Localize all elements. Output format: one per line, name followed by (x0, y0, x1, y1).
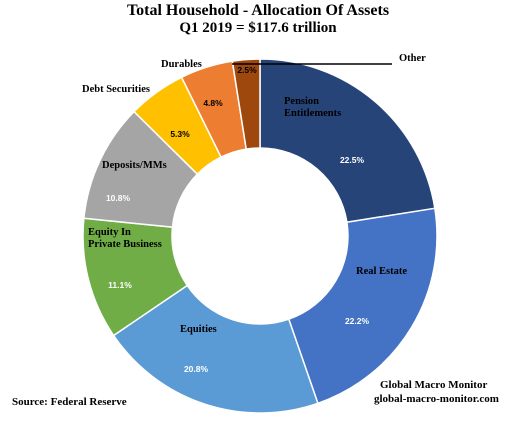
source-note: Source: Federal Reserve (12, 396, 127, 408)
chart-title: Total Household - Allocation Of Assets (126, 2, 390, 19)
value-label-deposits-mms: 10.8% (106, 193, 131, 203)
value-label-other: 2.5% (237, 65, 257, 75)
value-label-durables: 4.8% (203, 98, 223, 108)
category-label-deposits-mms: Deposits/MMs (102, 160, 167, 171)
chart-subtitle: Q1 2019 = $117.6 trillion (179, 20, 337, 36)
category-label-other: Other (399, 53, 426, 64)
category-label-debt-securities: Debt Securities (82, 84, 150, 95)
slice-pension-entitlements (259, 58, 436, 224)
credit-name: Global Macro Monitor (380, 379, 488, 391)
category-label-equities: Equities (180, 324, 217, 335)
value-label-equities: 20.8% (184, 364, 209, 374)
value-label-equity-in-private-business: 11.1% (108, 280, 132, 290)
slice-other (231, 58, 261, 150)
credit-url: global-macro-monitor.com (374, 393, 499, 405)
slice-real-estate (287, 207, 438, 405)
category-label-durables: Durables (161, 59, 202, 70)
value-label-pension-entitlements: 22.5% (340, 155, 365, 165)
slice-equities (112, 284, 319, 414)
category-label-equity-in-private-business: Equity In Private Business (88, 227, 162, 250)
category-label-pension-entitlements: Pension Entitlements (284, 96, 341, 119)
value-label-real-estate: 22.2% (345, 316, 370, 326)
value-label-debt-securities: 5.3% (170, 129, 190, 139)
category-label-real-estate: Real Estate (356, 266, 407, 277)
